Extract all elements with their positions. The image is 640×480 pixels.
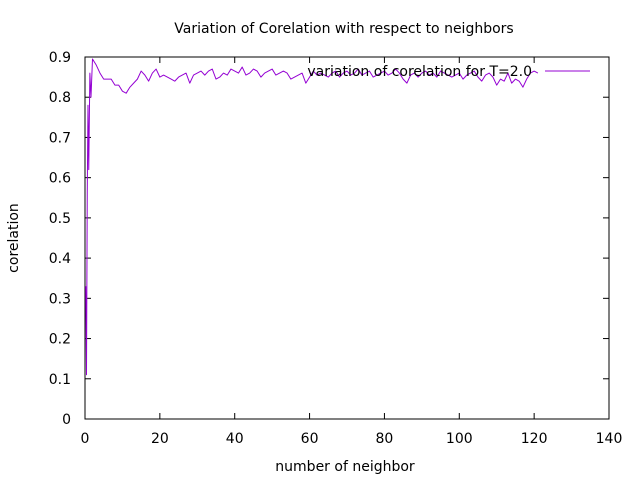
y-tick-label: 0.8: [49, 90, 71, 106]
y-tick-label: 0.4: [49, 251, 71, 267]
x-tick-label: 120: [521, 431, 548, 447]
y-tick-label: 0.9: [49, 50, 71, 66]
x-axis-label: number of neighbor: [275, 459, 415, 475]
series-line: [85, 58, 539, 376]
x-tick-label: 60: [301, 431, 319, 447]
y-tick-label: 0.6: [49, 171, 71, 187]
x-tick-label: 100: [446, 431, 473, 447]
y-tick-label: 0.7: [49, 130, 71, 146]
x-tick-label: 20: [151, 431, 169, 447]
x-tick-label: 0: [81, 431, 90, 447]
x-axis-ticks: 0 20 40 60 80 100 120 140: [81, 57, 623, 447]
y-tick-label: 0.1: [49, 372, 71, 388]
x-tick-label: 140: [596, 431, 623, 447]
legend: variation of corelation for T=2.0: [307, 64, 590, 80]
y-tick-label: 0.3: [49, 291, 71, 307]
chart-title: Variation of Corelation with respect to …: [174, 21, 513, 37]
plot-frame: [84, 56, 610, 420]
legend-label: variation of corelation for T=2.0: [307, 64, 532, 80]
y-tick-label: 0.5: [49, 211, 71, 227]
x-tick-label: 80: [376, 431, 394, 447]
y-axis-label: corelation: [6, 203, 22, 273]
x-tick-label: 40: [226, 431, 244, 447]
series-layer: [85, 58, 539, 376]
y-axis-ticks: 0 0.1 0.2 0.3 0.4 0.5 0.6 0.7 0.8 0.9: [49, 50, 609, 428]
y-tick-label: 0: [62, 412, 71, 428]
y-tick-label: 0.2: [49, 332, 71, 348]
